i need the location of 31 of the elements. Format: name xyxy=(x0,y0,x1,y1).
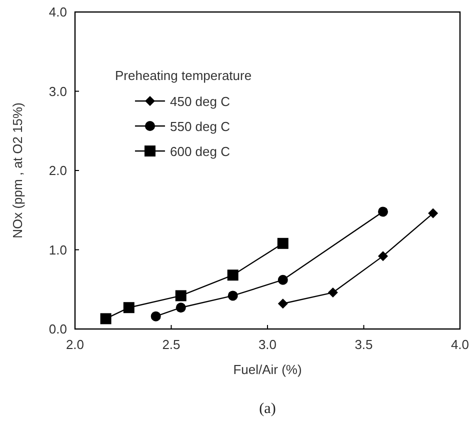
legend-title: Preheating temperature xyxy=(115,68,252,83)
point xyxy=(228,290,238,301)
point xyxy=(100,313,112,324)
x-tick-label: 3.0 xyxy=(258,337,277,352)
legend-label: 600 deg C xyxy=(170,144,230,159)
text: (a) xyxy=(259,401,276,417)
point xyxy=(328,288,338,298)
point xyxy=(278,298,288,309)
y-tick-label: 4.0 xyxy=(48,4,67,20)
point xyxy=(150,311,161,322)
point xyxy=(227,270,238,281)
y-axis-title: NOx (ppm , at O2 15%) xyxy=(10,102,25,238)
x-tick-label: 2.5 xyxy=(162,337,180,352)
point xyxy=(428,208,438,218)
point xyxy=(175,290,186,302)
x-axis-title: Fuel/Air (%) xyxy=(233,362,302,377)
y-tick-label: 3.0 xyxy=(48,84,67,99)
point xyxy=(123,302,134,314)
point xyxy=(176,302,186,313)
x-tick-label: 2.0 xyxy=(66,337,84,352)
point xyxy=(278,274,288,285)
x-tick-label: 3.5 xyxy=(354,337,373,352)
y-tick-label: 1.0 xyxy=(48,242,67,258)
legend-label: 450 deg C xyxy=(170,94,230,109)
point xyxy=(277,238,288,249)
x-tick-label: 4.0 xyxy=(450,337,470,352)
point xyxy=(378,251,388,262)
legend-label: 550 deg C xyxy=(170,119,230,134)
point xyxy=(378,206,388,217)
y-tick-label: 2.0 xyxy=(48,163,67,178)
y-tick-label: 0.0 xyxy=(48,322,67,336)
